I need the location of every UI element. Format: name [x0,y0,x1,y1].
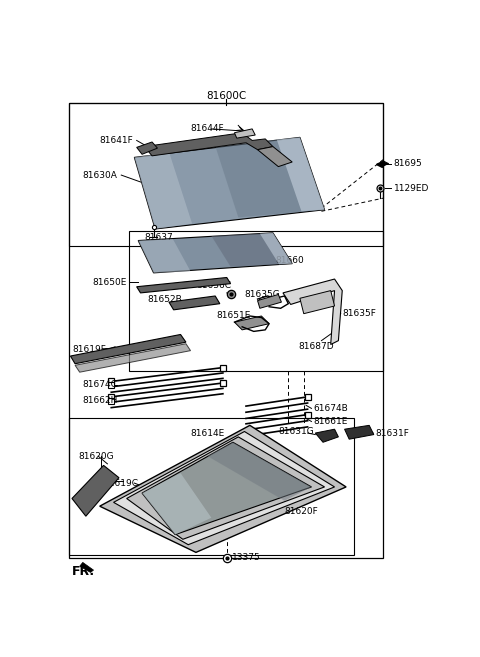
Bar [69,104,383,246]
Text: 81687D: 81687D [299,342,334,351]
Polygon shape [260,233,292,264]
Text: 81635G: 81635G [244,290,280,299]
Text: 81631G: 81631G [278,427,314,436]
Text: 81630A: 81630A [83,171,118,179]
Polygon shape [258,294,281,308]
Text: 81637: 81637 [144,233,173,242]
Text: 81600C: 81600C [206,91,246,101]
Polygon shape [234,129,255,138]
Text: 81695: 81695 [394,159,422,168]
Bar [129,231,383,371]
Text: 81662H: 81662H [83,396,118,405]
Bar [69,418,354,555]
Text: 81614E: 81614E [191,428,225,438]
Polygon shape [134,137,324,229]
Polygon shape [345,425,374,439]
Polygon shape [277,137,324,212]
Polygon shape [169,296,220,310]
Polygon shape [71,334,186,364]
Polygon shape [137,277,230,293]
Polygon shape [144,133,273,156]
Polygon shape [127,437,324,539]
Text: 81651E: 81651E [217,311,251,321]
Polygon shape [138,239,191,273]
Text: 81620G: 81620G [78,451,114,461]
Text: 81652B: 81652B [147,294,182,304]
Text: FR.: FR. [72,565,95,578]
Polygon shape [234,316,269,330]
Text: 81660: 81660 [275,256,304,265]
Ellipse shape [381,162,385,165]
Polygon shape [75,344,191,373]
Polygon shape [283,279,342,344]
Text: 81635F: 81635F [342,309,376,318]
Text: 81650E: 81650E [92,278,126,286]
Polygon shape [258,147,292,167]
Text: 1129ED: 1129ED [394,184,429,193]
Polygon shape [315,429,338,442]
Text: 81619F: 81619F [73,346,107,354]
Polygon shape [134,152,192,229]
Text: 81636C: 81636C [196,281,231,290]
Polygon shape [142,442,312,535]
Polygon shape [100,425,346,553]
Polygon shape [138,233,292,273]
Text: 81674C: 81674C [83,380,118,389]
Polygon shape [207,442,312,501]
Text: 61674B: 61674B [314,404,348,413]
Text: 81661E: 81661E [314,417,348,426]
Polygon shape [80,562,94,572]
Text: 81619C: 81619C [104,478,139,487]
Bar [69,104,383,558]
Text: 81620F: 81620F [285,507,318,516]
Polygon shape [215,137,324,217]
Text: 13375: 13375 [232,553,261,562]
Text: 81644F: 81644F [191,124,224,133]
Polygon shape [114,432,335,545]
Polygon shape [72,465,119,516]
Polygon shape [137,142,157,154]
Polygon shape [142,473,211,535]
Text: 81641F: 81641F [100,136,133,145]
Text: 81631F: 81631F [375,428,409,438]
Polygon shape [300,290,335,313]
Polygon shape [211,233,292,267]
